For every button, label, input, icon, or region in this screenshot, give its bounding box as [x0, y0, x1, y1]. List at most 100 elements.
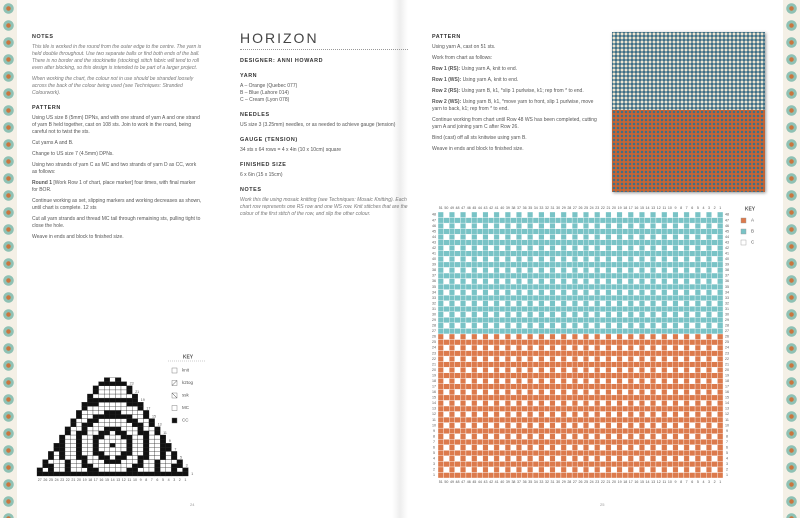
- chart-cell: [59, 447, 66, 452]
- chart-cell: [577, 250, 584, 257]
- chart-cell: [599, 300, 606, 307]
- chart-cell: [504, 245, 511, 251]
- chart-cell: [661, 461, 668, 468]
- chart-cell: [454, 311, 461, 318]
- chart-cell: [711, 250, 718, 257]
- chart-cell: [599, 350, 606, 357]
- chart-cell: [717, 245, 724, 251]
- row-number: 42: [432, 246, 436, 250]
- chart-cell: [460, 433, 467, 440]
- chart-cell: [711, 439, 718, 445]
- chart-cell: [482, 289, 489, 296]
- chart-cell: [532, 294, 539, 301]
- chart-cell: [549, 422, 556, 429]
- chart-cell: [81, 426, 88, 432]
- chart-cell: [154, 451, 161, 456]
- chart-cell: [532, 433, 539, 440]
- row-number: 35: [432, 285, 436, 289]
- chart-cell: [566, 233, 573, 240]
- chart-cell: [588, 416, 595, 423]
- chart-cell: [510, 366, 517, 373]
- chart-cell: [126, 385, 133, 391]
- chart-cell: [639, 394, 645, 401]
- chart-cell: [544, 233, 550, 240]
- chart-cell: [627, 289, 634, 296]
- chart-cell: [48, 463, 54, 468]
- chart-cell: [611, 350, 617, 357]
- chart-cell: [599, 317, 606, 324]
- chart-cell: [104, 426, 110, 432]
- chart-cell: [633, 389, 640, 396]
- chart-cell: [700, 250, 707, 257]
- chart-cell: [666, 333, 673, 340]
- chart-cell: [471, 361, 478, 368]
- chart-cell: [104, 389, 110, 395]
- chart-cell: [700, 322, 707, 329]
- row-number: 38: [432, 268, 436, 272]
- chart-cell: [109, 438, 116, 444]
- chart-cell: [605, 361, 612, 368]
- chart-cell: [639, 228, 645, 235]
- row-number: 20: [725, 368, 729, 372]
- chart-cell: [544, 433, 550, 440]
- column-number: 50: [444, 480, 448, 484]
- paragraph: When working the chart, the colour not i…: [32, 76, 194, 96]
- chart-cell: [544, 245, 550, 251]
- chart-cell: [98, 381, 105, 386]
- chart-cell: [465, 217, 472, 224]
- chart-cell: [148, 422, 155, 427]
- chart-cell: [81, 455, 88, 460]
- chart-cell: [560, 250, 567, 257]
- chart-cell: [476, 328, 483, 335]
- chart-cell: [594, 439, 601, 445]
- chart-cell: [717, 383, 724, 390]
- chart-cell: [666, 361, 673, 368]
- chart-cell: [616, 350, 623, 357]
- chart-cell: [555, 267, 562, 274]
- chart-cell: [87, 426, 94, 432]
- chart-cell: [454, 427, 461, 434]
- chart-cell: [465, 261, 472, 268]
- chart-cell: [499, 472, 506, 479]
- chart-cell: [437, 261, 444, 268]
- row-number: 22: [432, 357, 436, 361]
- chart-cell: [683, 217, 690, 224]
- column-number: 2: [714, 206, 716, 210]
- row-number: 26: [725, 335, 729, 339]
- chart-cell: [599, 294, 606, 301]
- chart-cell: [538, 361, 545, 368]
- chart-cell: [449, 416, 455, 423]
- chart-cell: [711, 405, 718, 412]
- chart-cell: [694, 283, 701, 290]
- chart-cell: [633, 278, 640, 285]
- chart-cell: [510, 294, 517, 301]
- chart-cell: [148, 451, 155, 456]
- chart-cell: [521, 439, 528, 445]
- chart-cell: [633, 333, 640, 340]
- chart-cell: [711, 344, 718, 351]
- chart-cell: [560, 306, 567, 312]
- chart-cell: [588, 411, 595, 418]
- chart-cell: [577, 289, 584, 296]
- chart-cell: [694, 444, 701, 451]
- chart-cell: [644, 455, 651, 462]
- chart-cell: [126, 463, 133, 468]
- chart-cell: [633, 361, 640, 368]
- chart-cell: [115, 377, 122, 382]
- row-number: 11: [163, 431, 167, 435]
- chart-cell: [504, 355, 511, 362]
- chart-cell: [182, 471, 189, 477]
- chart-cell: [661, 322, 668, 329]
- chart-cell: [583, 261, 590, 268]
- chart-cell: [160, 467, 166, 473]
- chart-cell: [700, 427, 707, 434]
- chart-cell: [633, 239, 640, 246]
- chart-cell: [527, 439, 534, 445]
- column-number: 29: [562, 480, 566, 484]
- chart-cell: [510, 222, 517, 229]
- chart-cell: [627, 250, 634, 257]
- chart-cell: [98, 393, 105, 399]
- chart-cell: [611, 355, 617, 362]
- chart-cell: [694, 256, 701, 263]
- chart-cell: [92, 455, 99, 460]
